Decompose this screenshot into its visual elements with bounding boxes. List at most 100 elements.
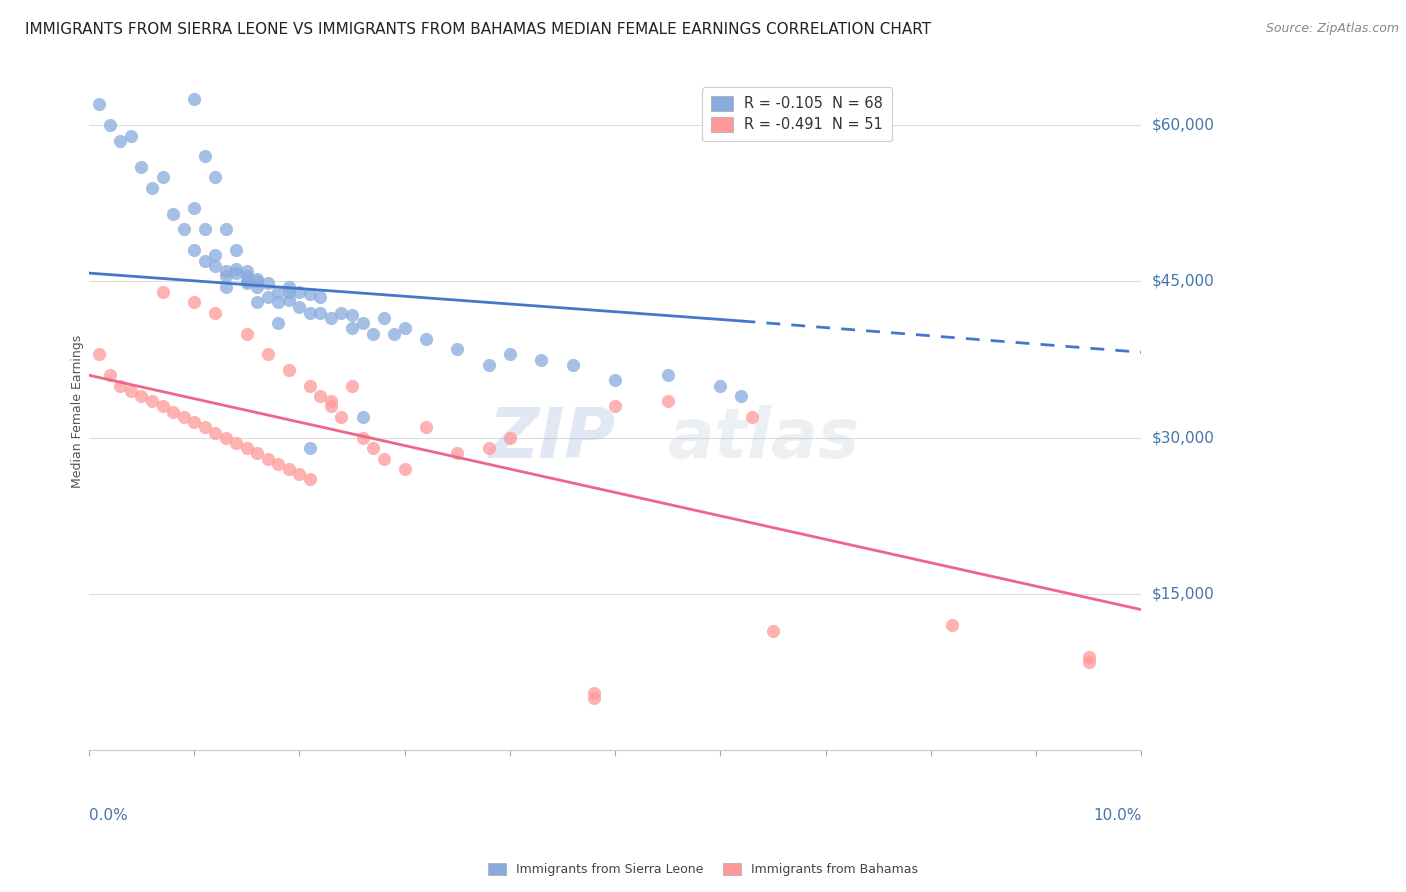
- Point: [657, 394, 679, 409]
- Point: [152, 170, 174, 185]
- Point: [225, 436, 247, 450]
- Point: [530, 352, 553, 367]
- Point: [215, 264, 238, 278]
- Point: [235, 264, 257, 278]
- Point: [340, 378, 363, 392]
- Text: atlas: atlas: [668, 405, 860, 472]
- Point: [478, 358, 501, 372]
- Point: [225, 266, 247, 280]
- Point: [941, 618, 963, 632]
- Point: [762, 624, 785, 638]
- Point: [267, 316, 290, 330]
- Point: [277, 363, 299, 377]
- Text: $45,000: $45,000: [1152, 274, 1215, 289]
- Point: [319, 310, 342, 325]
- Point: [657, 368, 679, 383]
- Point: [98, 118, 121, 132]
- Text: 10.0%: 10.0%: [1092, 807, 1142, 822]
- Point: [215, 269, 238, 284]
- Point: [194, 420, 217, 434]
- Point: [235, 277, 257, 291]
- Point: [120, 128, 142, 143]
- Point: [309, 290, 332, 304]
- Point: [89, 347, 111, 361]
- Point: [415, 420, 437, 434]
- Point: [340, 321, 363, 335]
- Point: [120, 384, 142, 398]
- Point: [183, 415, 205, 429]
- Point: [340, 308, 363, 322]
- Point: [235, 441, 257, 455]
- Point: [225, 261, 247, 276]
- Point: [277, 293, 299, 308]
- Point: [215, 222, 238, 236]
- Point: [394, 462, 416, 476]
- Point: [183, 92, 205, 106]
- Point: [141, 180, 163, 194]
- Point: [288, 467, 311, 482]
- Point: [152, 400, 174, 414]
- Point: [246, 272, 269, 286]
- Legend: Immigrants from Sierra Leone, Immigrants from Bahamas: Immigrants from Sierra Leone, Immigrants…: [482, 858, 924, 881]
- Point: [709, 378, 731, 392]
- Text: $15,000: $15,000: [1152, 587, 1215, 601]
- Text: 0.0%: 0.0%: [89, 807, 128, 822]
- Point: [110, 134, 132, 148]
- Point: [319, 394, 342, 409]
- Point: [741, 409, 763, 424]
- Point: [499, 431, 522, 445]
- Text: Source: ZipAtlas.com: Source: ZipAtlas.com: [1265, 22, 1399, 36]
- Point: [215, 431, 238, 445]
- Point: [352, 409, 374, 424]
- Point: [499, 347, 522, 361]
- Point: [194, 253, 217, 268]
- Point: [277, 285, 299, 299]
- Point: [183, 295, 205, 310]
- Point: [298, 378, 321, 392]
- Point: [361, 441, 384, 455]
- Point: [373, 310, 395, 325]
- Point: [235, 274, 257, 288]
- Point: [382, 326, 405, 341]
- Point: [373, 451, 395, 466]
- Point: [288, 285, 311, 299]
- Text: $60,000: $60,000: [1152, 118, 1215, 133]
- Point: [361, 326, 384, 341]
- Point: [352, 316, 374, 330]
- Point: [330, 409, 353, 424]
- Point: [605, 400, 627, 414]
- Point: [235, 269, 257, 284]
- Point: [204, 425, 226, 440]
- Point: [131, 389, 153, 403]
- Point: [288, 301, 311, 315]
- Point: [110, 378, 132, 392]
- Point: [583, 691, 606, 706]
- Point: [215, 279, 238, 293]
- Point: [1077, 655, 1099, 669]
- Point: [352, 431, 374, 445]
- Point: [319, 400, 342, 414]
- Point: [152, 285, 174, 299]
- Point: [605, 373, 627, 387]
- Point: [309, 389, 332, 403]
- Point: [235, 326, 257, 341]
- Point: [204, 259, 226, 273]
- Point: [1077, 649, 1099, 664]
- Point: [583, 686, 606, 700]
- Point: [183, 243, 205, 257]
- Point: [98, 368, 121, 383]
- Point: [162, 405, 184, 419]
- Point: [246, 274, 269, 288]
- Point: [225, 243, 247, 257]
- Point: [478, 441, 501, 455]
- Y-axis label: Median Female Earnings: Median Female Earnings: [72, 335, 84, 488]
- Point: [204, 306, 226, 320]
- Point: [415, 332, 437, 346]
- Point: [298, 306, 321, 320]
- Point: [330, 306, 353, 320]
- Point: [204, 170, 226, 185]
- Point: [162, 207, 184, 221]
- Text: ZIP: ZIP: [489, 405, 616, 472]
- Point: [246, 295, 269, 310]
- Point: [277, 279, 299, 293]
